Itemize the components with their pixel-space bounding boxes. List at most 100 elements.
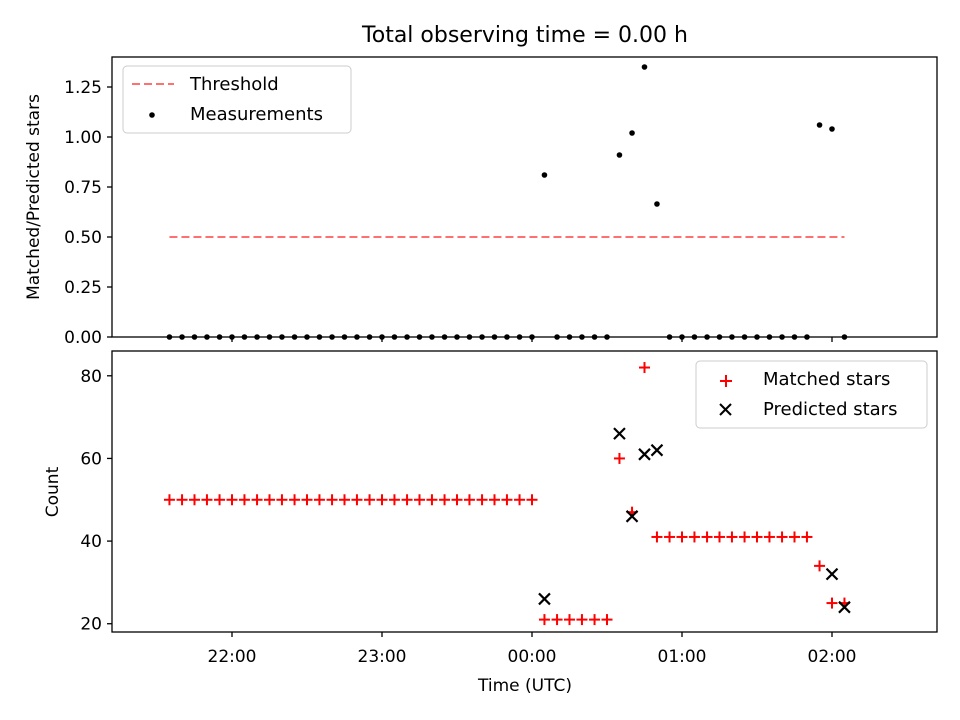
measurement-point <box>779 334 785 340</box>
predicted-star-point <box>838 600 851 614</box>
legend-predicted-marker <box>719 403 732 416</box>
bottom-x-tick-label: 22:00 <box>208 647 257 667</box>
matched-star-point <box>326 494 338 506</box>
measurement-point <box>554 334 560 340</box>
matched-star-point <box>238 494 250 506</box>
matched-star-point <box>726 531 738 543</box>
measurement-point <box>604 334 610 340</box>
measurement-point <box>516 334 523 340</box>
matched-star-point <box>751 531 763 543</box>
measurement-point <box>529 334 535 340</box>
measurement-point <box>166 334 173 340</box>
bottom-legend-box <box>695 360 928 429</box>
legend-matched-marker <box>720 375 732 387</box>
matched-star-point <box>538 614 550 626</box>
measurement-point <box>354 334 360 340</box>
matched-star-point <box>451 494 463 506</box>
bottom-x-tick-label: 23:00 <box>358 647 407 667</box>
top-chart-title: Total observing time = 0.00 h <box>361 23 688 48</box>
top-y-tick-label: 0.00 <box>64 328 102 348</box>
predicted-star-point <box>650 443 664 457</box>
matched-star-point <box>714 531 725 543</box>
measurement-point <box>416 334 423 340</box>
bottom-x-tick-label: 02:00 <box>808 647 857 667</box>
matched-star-point <box>463 494 475 506</box>
matched-star-point <box>776 531 788 543</box>
bottom-y-tick-label: 20 <box>80 615 102 635</box>
matched-star-point <box>388 494 400 506</box>
bottom-y-ticks: 20 40 60 80 <box>80 367 112 635</box>
matched-star-point <box>526 494 538 506</box>
measurement-point <box>254 334 260 340</box>
measurement-point <box>379 334 385 340</box>
matched-star-point <box>814 560 826 572</box>
predicted-star-point <box>638 448 651 461</box>
measurement-point <box>841 334 848 340</box>
matched-star-point <box>501 494 513 506</box>
measurement-point <box>291 334 298 340</box>
top-axes-frame <box>111 56 938 338</box>
measurement-point <box>654 201 660 207</box>
bottom-y-tick-label: 60 <box>80 449 102 469</box>
top-y-tick-label: 1.25 <box>64 78 102 98</box>
measurement-point <box>566 334 573 340</box>
measurement-point <box>791 334 798 340</box>
bottom-panel: 20 40 60 80 22:00 23:00 00:00 01:00 02:00 Count… <box>43 350 938 696</box>
top-y-tick-label: 0.25 <box>64 278 102 298</box>
measurement-point <box>366 334 373 340</box>
top-y-tick-label: 1.00 <box>64 128 102 148</box>
measurement-point <box>716 334 723 340</box>
measurement-point <box>591 334 598 340</box>
measurement-point <box>829 126 835 132</box>
measurement-point <box>179 334 185 340</box>
legend-measurements-marker <box>149 112 155 118</box>
matched-star-point <box>339 494 350 506</box>
measurement-point <box>504 334 510 340</box>
matched-star-point <box>688 531 700 543</box>
matched-star-point <box>289 494 301 506</box>
matched-star-point <box>439 494 451 506</box>
matched-star-point <box>376 494 388 506</box>
matched-star-point <box>489 494 500 506</box>
measurement-point <box>204 334 210 340</box>
measurement-point <box>641 64 648 70</box>
matched-star-point <box>639 362 650 374</box>
top-legend-box <box>122 65 352 134</box>
measurement-point <box>616 152 623 158</box>
measurement-point <box>804 334 810 340</box>
matched-star-point <box>276 494 288 506</box>
measurement-point <box>441 334 448 340</box>
measurement-point <box>304 334 310 340</box>
measurement-point <box>429 334 435 340</box>
matched-star-point <box>201 494 213 506</box>
matched-star-point <box>664 531 676 543</box>
bottom-x-axis-label: Time (UTC) <box>477 676 572 696</box>
matched-star-point <box>564 614 575 626</box>
matched-star-point <box>414 494 425 506</box>
matched-star-point <box>264 494 275 506</box>
measurement-point <box>216 334 223 340</box>
measurement-point <box>579 334 585 340</box>
measurement-point <box>454 334 460 340</box>
matched-star-point <box>364 494 376 506</box>
predicted-star-point <box>538 592 551 606</box>
top-y-ticks: 0.00 0.25 0.50 0.75 1.00 1.25 <box>64 78 112 348</box>
measurement-point <box>391 334 398 340</box>
legend-threshold-label: Threshold <box>189 74 279 95</box>
top-y-tick-label: 0.75 <box>64 178 102 198</box>
matched-star-point <box>576 614 588 626</box>
measurement-point <box>741 334 748 340</box>
matched-star-point <box>163 494 175 506</box>
bottom-legend: Matched stars Predicted stars <box>695 360 928 429</box>
top-y-axis-label: Matched/Predicted stars <box>24 94 44 300</box>
matched-star-point <box>514 494 526 506</box>
measurement-point <box>679 334 685 340</box>
measurement-point <box>191 334 198 340</box>
measurement-point <box>729 334 735 340</box>
legend-predicted-label: Predicted stars <box>763 399 897 420</box>
bottom-y-tick-label: 40 <box>80 532 102 552</box>
measurement-point <box>479 334 485 340</box>
top-plot-area <box>166 64 848 340</box>
matched-star-point <box>613 452 625 464</box>
